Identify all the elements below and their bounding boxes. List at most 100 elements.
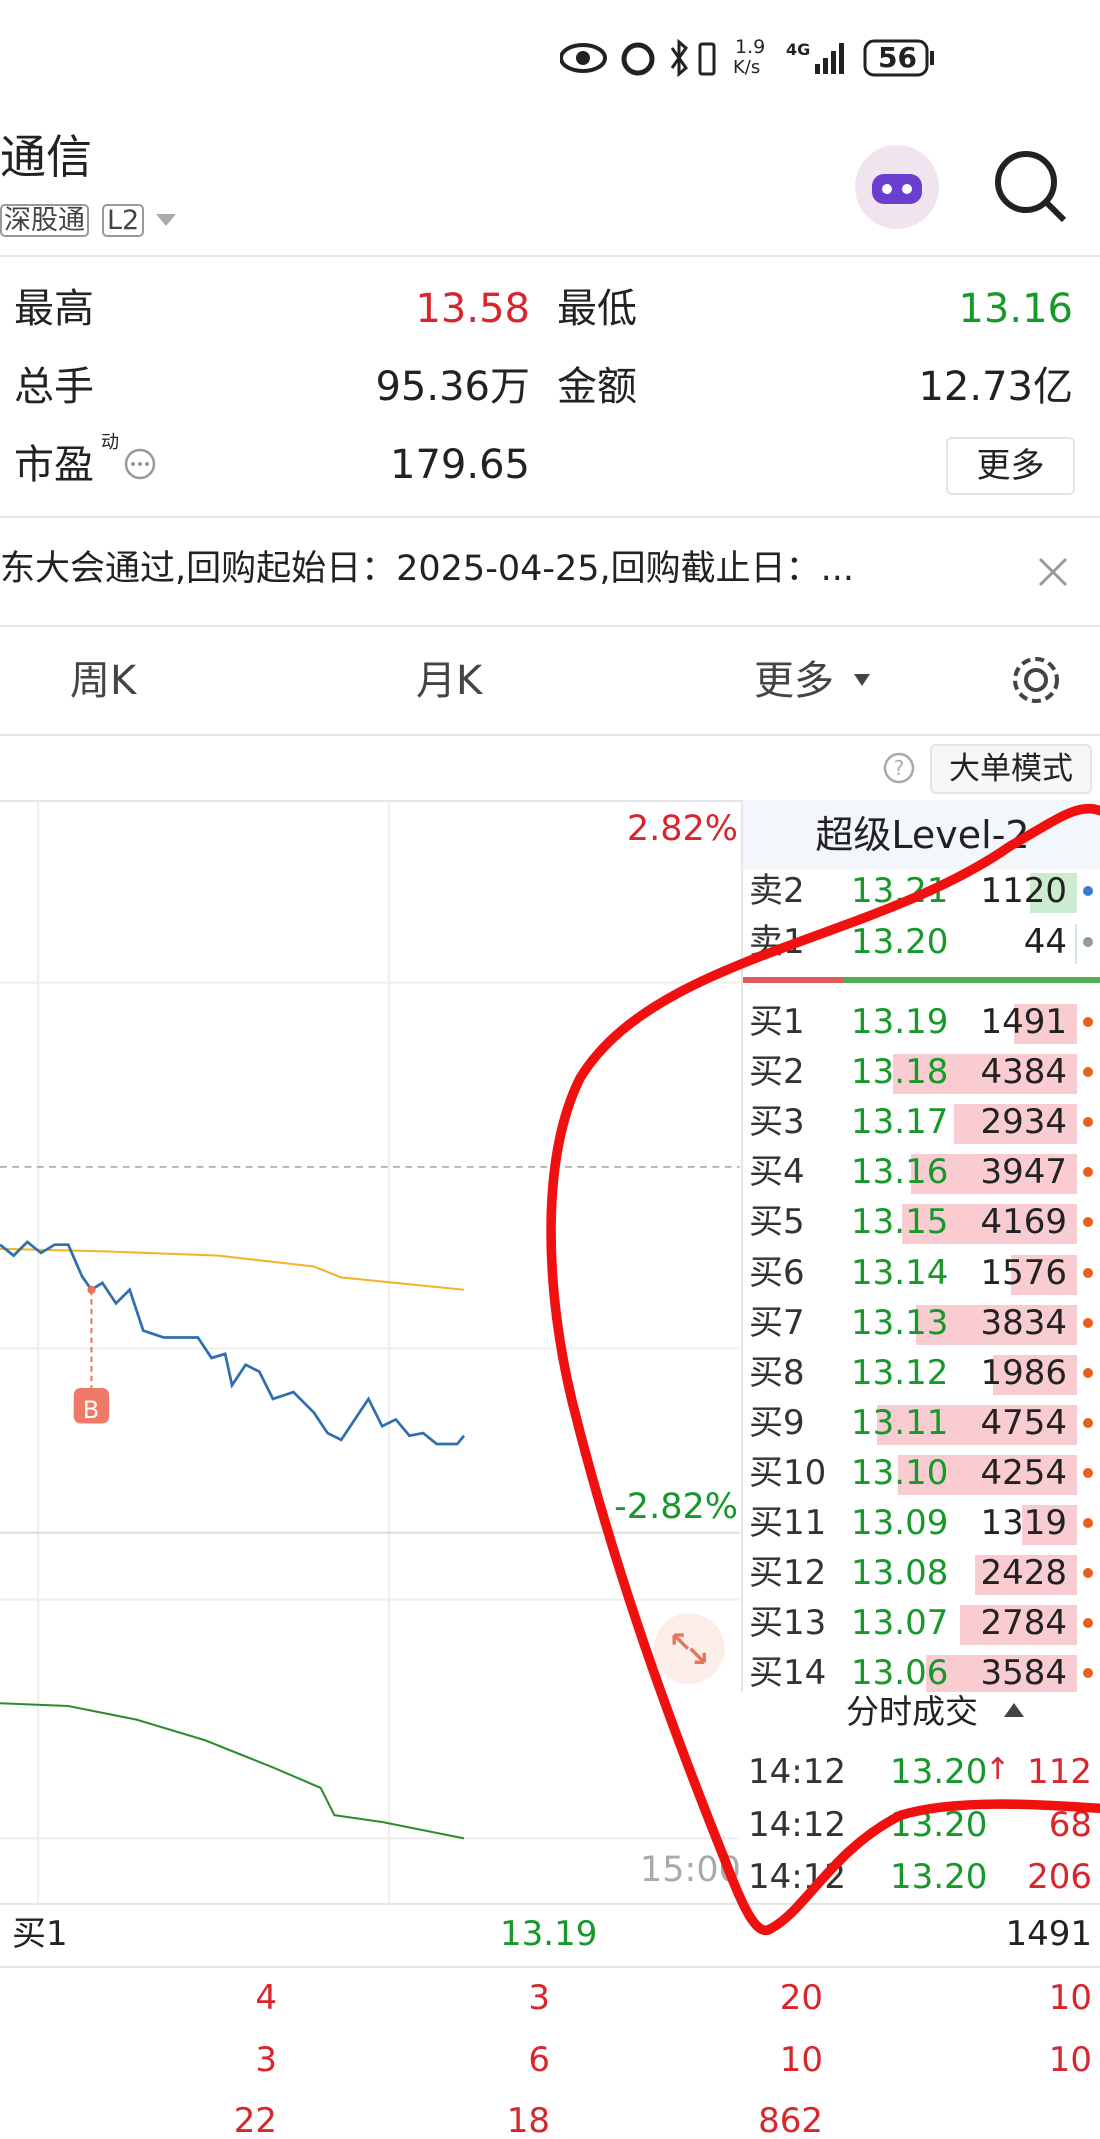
level-volume: 1319: [980, 1503, 1067, 1543]
level-volume: 4254: [980, 1452, 1067, 1493]
more-button[interactable]: 更多: [946, 437, 1075, 495]
trades-title[interactable]: 分时成交: [846, 1692, 978, 1731]
level-dot: [1083, 1568, 1093, 1579]
spread-bar-right: [843, 977, 1100, 983]
trade-volume: 112: [1027, 1752, 1092, 1792]
volume-bar: [1075, 924, 1077, 964]
level-dot: [1083, 1267, 1093, 1278]
trade-price: 13.20: [890, 1752, 988, 1792]
level-volume: 1120: [980, 871, 1067, 911]
level-label: 买13: [749, 1603, 827, 1644]
level-price: 13.19: [851, 1002, 949, 1042]
level-dot: [1083, 1417, 1093, 1428]
avatar[interactable]: [852, 142, 942, 232]
mode-button[interactable]: 大单模式: [930, 744, 1092, 794]
bottom-volume: 1491: [1005, 1914, 1092, 1954]
level-volume: 3834: [980, 1302, 1067, 1343]
stat-value: 179.65: [390, 442, 530, 488]
level-label: 买5: [749, 1202, 805, 1243]
help-icon[interactable]: ?: [882, 751, 916, 785]
level-volume: 1491: [980, 1002, 1067, 1042]
lower-pct: -2.82%: [614, 1487, 738, 1527]
dropdown-arrow[interactable]: [154, 212, 178, 228]
level-label: 买11: [749, 1503, 827, 1543]
level-volume: 3584: [980, 1653, 1067, 1692]
level-volume: 2428: [980, 1553, 1067, 1594]
level-dot: [1083, 1618, 1093, 1629]
trade-price: 13.20: [890, 1857, 988, 1897]
trade-marker: B: [82, 1396, 100, 1424]
level-label: 买3: [749, 1102, 805, 1143]
stat-sup: 动: [101, 432, 119, 453]
level-price: 13.14: [851, 1252, 949, 1293]
bottom-cell: 3: [528, 1978, 550, 2018]
order-book-title: 超级Level-2: [743, 800, 1100, 870]
stat-value: 13.16: [958, 286, 1073, 332]
tab[interactable]: 月K: [416, 658, 483, 704]
level-dot: [1083, 1217, 1093, 1228]
stat-value: 95.36万: [375, 364, 530, 410]
level-dot: [1083, 1518, 1093, 1528]
stat-value: 12.73亿: [918, 364, 1073, 410]
end-time: 15:00: [640, 1850, 741, 1890]
level-price: 13.08: [851, 1553, 949, 1594]
stat-label: 市盈: [14, 442, 94, 488]
trade-price: 13.20: [890, 1804, 988, 1845]
level-dot: [1083, 1117, 1093, 1128]
level-volume: 3947: [980, 1152, 1067, 1193]
level-price: 13.11: [851, 1402, 949, 1443]
bottom-cell: 6: [528, 2039, 550, 2080]
level-price: 13.07: [851, 1603, 949, 1644]
level-label: 买4: [749, 1152, 805, 1193]
level-label: 卖2: [749, 871, 805, 911]
level-dot: [1083, 1367, 1093, 1378]
bottom-cell: 10: [1048, 2039, 1092, 2080]
bottom-cell: 862: [758, 2101, 823, 2139]
trade-volume: 206: [1027, 1857, 1092, 1897]
level-label: 买9: [749, 1402, 805, 1443]
level-label: 卖1: [749, 922, 805, 962]
bottom-cell: 10: [1048, 1978, 1092, 2018]
stat-label: 金额: [557, 364, 637, 410]
bottom-cell: 10: [779, 2039, 823, 2080]
level-label: 买1: [749, 1002, 805, 1042]
level-price: 13.17: [851, 1102, 949, 1143]
level-label: 买10: [749, 1452, 827, 1493]
info-icon[interactable]: [123, 447, 157, 481]
spread-bar-left: [743, 977, 843, 983]
bottom-cell: 4: [255, 1978, 277, 2018]
level-dot: [1083, 937, 1093, 947]
bottom-cell: 20: [779, 1978, 823, 2018]
level-label: 买6: [749, 1252, 805, 1293]
stat-value: 13.58: [415, 286, 530, 332]
level-volume: 4754: [980, 1402, 1067, 1443]
close-icon[interactable]: [1036, 555, 1070, 589]
order-book: 超级Level-2 卖2 13.21 1120 卖1 13.20 44 买1 13.19 149…: [741, 800, 1100, 1692]
tab[interactable]: 更多: [754, 658, 834, 704]
tab[interactable]: 周K: [70, 658, 137, 704]
level-volume: 44: [1023, 922, 1067, 962]
search-icon[interactable]: [990, 146, 1070, 226]
level-volume: 4384: [980, 1052, 1067, 1093]
level-volume: 2784: [980, 1603, 1067, 1644]
net-speed: 1.9: [735, 36, 766, 58]
status-icons: [560, 38, 934, 78]
level-price: 13.10: [851, 1452, 949, 1493]
bottom-label: 买1: [12, 1914, 68, 1954]
bottom-cell: 18: [506, 2101, 550, 2139]
level-dot: [1083, 1668, 1093, 1679]
level-price: 13.18: [851, 1052, 949, 1093]
bottom-price: 13.19: [500, 1914, 598, 1954]
level-dot: [1083, 1067, 1093, 1078]
net-speed-unit: K/s: [733, 57, 761, 78]
tab-arrow: [854, 674, 870, 686]
stat-label: 最低: [557, 286, 637, 332]
settings-icon[interactable]: [1008, 652, 1064, 708]
level-price: 13.20: [851, 922, 949, 962]
battery: 56: [878, 41, 917, 74]
level-label: 买12: [749, 1553, 827, 1594]
notice[interactable]: 东大会通过,回购起始日：2025-04-25,回购截止日：...: [0, 549, 855, 589]
bottom-cell: 22: [233, 2101, 277, 2139]
